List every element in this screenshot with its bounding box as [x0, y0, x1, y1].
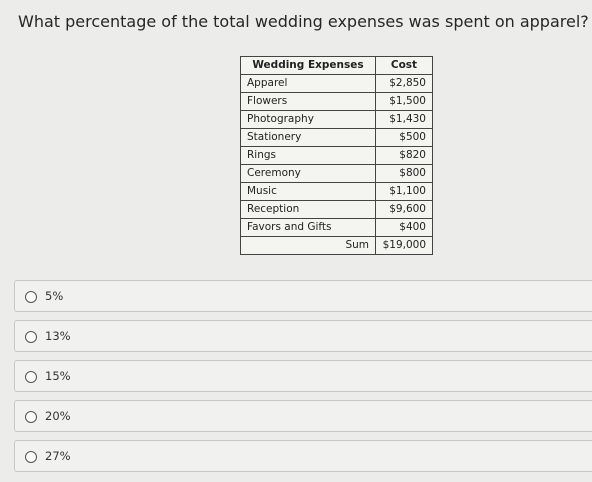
- answer-option[interactable]: 5%: [14, 280, 592, 312]
- expense-cost: $500: [375, 128, 433, 147]
- answer-option[interactable]: 27%: [14, 440, 592, 472]
- answer-option-label: 13%: [45, 329, 71, 343]
- expense-cost: $1,500: [375, 92, 433, 111]
- expense-item: Photography: [240, 110, 376, 129]
- table-row: Flowers $1,500: [240, 92, 433, 111]
- expense-cost: $9,600: [375, 200, 433, 219]
- sum-value: $19,000: [375, 236, 433, 255]
- table-row: Rings $820: [240, 146, 433, 165]
- wedding-expenses-table-container: Wedding Expenses Cost Apparel $2,850 Flo…: [240, 56, 433, 255]
- radio-button[interactable]: [25, 331, 37, 343]
- answer-options: 5% 13% 15% 20% 27%: [14, 280, 592, 480]
- answer-option[interactable]: 13%: [14, 320, 592, 352]
- answer-option[interactable]: 15%: [14, 360, 592, 392]
- table-row: Photography $1,430: [240, 110, 433, 129]
- expense-item: Music: [240, 182, 376, 201]
- question-text: What percentage of the total wedding exp…: [18, 12, 589, 31]
- expense-item: Stationery: [240, 128, 376, 147]
- radio-button[interactable]: [25, 291, 37, 303]
- wedding-expenses-table: Wedding Expenses Cost Apparel $2,850 Flo…: [240, 56, 433, 255]
- radio-button[interactable]: [25, 411, 37, 423]
- expense-cost: $820: [375, 146, 433, 165]
- table-row: Music $1,100: [240, 182, 433, 201]
- expense-cost: $1,100: [375, 182, 433, 201]
- answer-option-label: 5%: [45, 289, 64, 303]
- table-header-row: Wedding Expenses Cost: [240, 56, 433, 75]
- answer-option-label: 15%: [45, 369, 71, 383]
- expense-cost: $800: [375, 164, 433, 183]
- answer-option[interactable]: 20%: [14, 400, 592, 432]
- table-row: Apparel $2,850: [240, 74, 433, 93]
- table-sum-row: Sum $19,000: [240, 236, 433, 255]
- header-cost: Cost: [375, 56, 433, 75]
- table-row: Ceremony $800: [240, 164, 433, 183]
- expense-item: Flowers: [240, 92, 376, 111]
- answer-option-label: 27%: [45, 449, 71, 463]
- radio-button[interactable]: [25, 451, 37, 463]
- table-row: Reception $9,600: [240, 200, 433, 219]
- table-row: Favors and Gifts $400: [240, 218, 433, 237]
- sum-label: Sum: [240, 236, 376, 255]
- expense-item: Favors and Gifts: [240, 218, 376, 237]
- expense-item: Reception: [240, 200, 376, 219]
- expense-cost: $2,850: [375, 74, 433, 93]
- radio-button[interactable]: [25, 371, 37, 383]
- table-row: Stationery $500: [240, 128, 433, 147]
- header-wedding-expenses: Wedding Expenses: [240, 56, 376, 75]
- expense-item: Rings: [240, 146, 376, 165]
- expense-item: Apparel: [240, 74, 376, 93]
- expense-item: Ceremony: [240, 164, 376, 183]
- expense-cost: $1,430: [375, 110, 433, 129]
- answer-option-label: 20%: [45, 409, 71, 423]
- expense-cost: $400: [375, 218, 433, 237]
